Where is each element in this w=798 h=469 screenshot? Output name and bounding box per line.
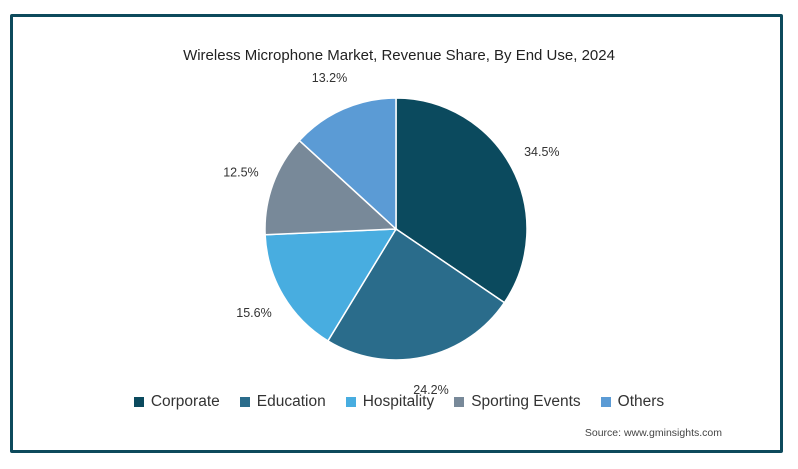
legend-swatch-corporate: [133, 397, 144, 407]
pie-slices: [264, 97, 528, 361]
legend-swatch-education: [239, 397, 250, 407]
pie-slice-others: [298, 97, 397, 231]
legend-label-others: Others: [617, 393, 665, 410]
legend-swatch-sporting-events: [454, 397, 465, 407]
legend-item-hospitality: Hospitality: [345, 393, 435, 411]
pie-slice-sporting-events: [264, 139, 398, 236]
slice-label-sporting-events: 12.5%: [223, 166, 258, 180]
pie-slice-hospitality: [264, 228, 398, 342]
slice-label-others: 13.2%: [312, 71, 347, 85]
legend-label-sporting-events: Sporting Events: [471, 393, 581, 410]
source-note: Source: www.gminsights.com: [584, 427, 722, 439]
legend-swatch-others: [600, 397, 611, 407]
legend: Corporate Education Hospitality Sporting…: [0, 393, 798, 411]
legend-swatch-hospitality: [345, 397, 356, 407]
slice-label-hospitality: 15.6%: [236, 306, 271, 320]
legend-label-hospitality: Hospitality: [362, 393, 435, 410]
slice-label-corporate: 34.5%: [524, 145, 559, 159]
legend-item-others: Others: [600, 393, 665, 411]
pie-slice-corporate: [395, 97, 528, 304]
legend-label-corporate: Corporate: [150, 393, 220, 410]
legend-item-corporate: Corporate: [133, 393, 220, 411]
slice-label-education: 24.2%: [413, 383, 448, 397]
chart-title: Wireless Microphone Market, Revenue Shar…: [183, 47, 615, 64]
legend-item-education: Education: [239, 393, 326, 411]
legend-label-education: Education: [256, 393, 326, 410]
pie-slice-education: [326, 227, 506, 361]
slice-labels: 34.5% 24.2% 15.6% 12.5% 13.2%: [223, 71, 559, 397]
legend-item-sporting-events: Sporting Events: [454, 393, 581, 411]
